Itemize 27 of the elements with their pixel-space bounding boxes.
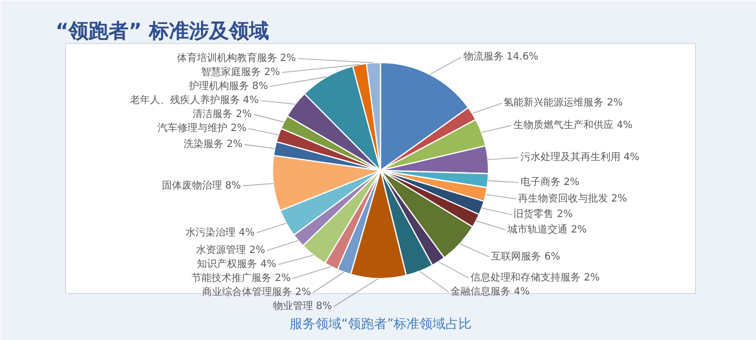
slice-label: 水资源管理 2% xyxy=(196,244,266,256)
slice-label: 固体废物治理 8% xyxy=(162,179,241,192)
text: 服务领域“领跑者”标准领域占比 xyxy=(289,317,472,332)
slice-label: 信息处理和存储支持服务 2% xyxy=(470,272,600,284)
slice-label: 清洁服务 2% xyxy=(192,108,252,120)
slice-label: 护理机构服务 8% xyxy=(188,80,268,92)
slice-label: 污水处理及其再生利用 4% xyxy=(520,151,640,164)
slice-label: 互联网服务 6% xyxy=(491,250,560,262)
slice-label: 水污染治理 4% xyxy=(186,226,255,238)
slice-label: 旧货零售 2% xyxy=(514,208,573,220)
slice-label: 生物质燃气生产和供应 4% xyxy=(513,118,633,131)
slice-label: 再生物资回收与批发 2% xyxy=(518,192,628,204)
slice-label: 物流服务 14.6% xyxy=(463,50,538,63)
slice-label: 洗染服务 2% xyxy=(183,138,243,150)
slice-label: 体育培训机构教育服务 2% xyxy=(176,52,296,64)
slice-label: 城市轨道交通 2% xyxy=(506,223,587,236)
slice-label: 物业管理 8% xyxy=(272,300,332,312)
slice-label: 汽车修理与维护 2% xyxy=(157,122,246,134)
slice-label: 智慧家庭服务 2% xyxy=(200,66,280,78)
chart-title: “领跑者” 标准涉及领域 xyxy=(56,18,269,42)
slice-label: 金融信息服务 4% xyxy=(450,286,530,298)
slice-label: 电子商务 2% xyxy=(520,176,580,188)
slice-label: 氢能新兴能源运维服务 2% xyxy=(504,96,623,109)
slice-label: 商业综合体管理服务 2% xyxy=(202,286,312,298)
slice-label: 知识产权服务 4% xyxy=(197,258,276,270)
slice-label: 节能技术推广服务 2% xyxy=(192,272,291,284)
slice-label: 老年人、残疾人养护服务 4% xyxy=(130,94,259,106)
